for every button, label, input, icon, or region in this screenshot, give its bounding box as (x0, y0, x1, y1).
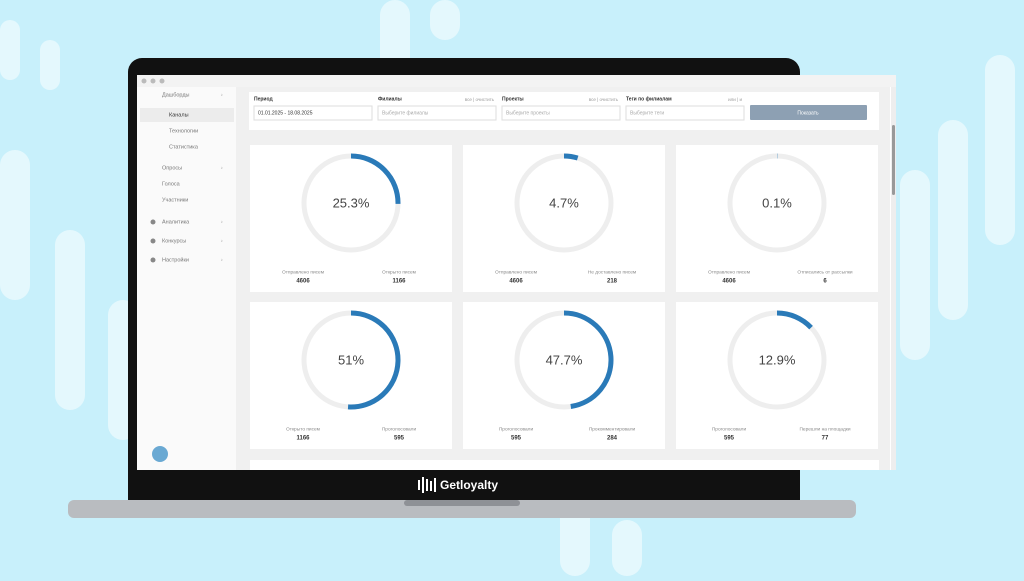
sidebar-item[interactable]: Голоса (162, 181, 181, 187)
filter-input-text: Выберите филиалы (382, 110, 429, 116)
sidebar-item[interactable]: Дашборды (162, 92, 190, 98)
stat-value: 595 (394, 436, 405, 442)
stat-value: 77 (822, 436, 829, 442)
stat-value: 595 (511, 436, 522, 442)
filter-label: Филиалы (378, 96, 402, 102)
gauge-value: 4.7% (549, 195, 579, 210)
stat-label: Открыто писем (382, 269, 416, 275)
stat-label: Проголосовали (712, 426, 747, 432)
window-bar (137, 75, 896, 87)
sidebar-icon (151, 258, 156, 263)
stat-value: 4606 (509, 279, 523, 285)
filter-label: Проекты (502, 96, 524, 102)
stat-value: 595 (724, 436, 735, 442)
filter-label: Период (254, 96, 273, 102)
stat-label: Открыто писем (286, 426, 320, 432)
scroll-thumb[interactable] (892, 125, 895, 195)
sidebar-item[interactable]: Настройки (162, 256, 189, 263)
stat-value: 1166 (392, 279, 406, 285)
gauge-value: 47.7% (546, 352, 583, 367)
sidebar-item[interactable]: Участники (162, 197, 188, 203)
sidebar-item[interactable]: Статистика (169, 144, 199, 150)
stat-label: Отправлено писем (708, 269, 750, 275)
filter-input-text: Выберите теги (630, 110, 664, 116)
help-button[interactable] (152, 446, 168, 462)
window-dots (142, 79, 165, 84)
filter-links[interactable]: все | очистить (465, 97, 495, 102)
stat-label: Отправлено писем (495, 269, 537, 275)
next-panel (250, 460, 879, 470)
sidebar-icon (151, 239, 156, 244)
filter-links[interactable]: или | и (728, 97, 742, 102)
gauge-value: 51% (338, 352, 364, 367)
card (250, 145, 452, 292)
filter-links[interactable]: все | очистить (589, 97, 619, 102)
sidebar-item[interactable]: Опросы (162, 165, 182, 171)
stat-label: Прокомментировали (589, 426, 636, 432)
sidebar-item[interactable]: Конкурсы (162, 238, 186, 244)
filter-input-text: 01.01.2025 - 18.08.2025 (258, 110, 313, 116)
sidebar-item[interactable]: Каналы (169, 112, 189, 118)
stat-label: Не доставлено писем (588, 269, 636, 275)
stat-label: Перешли на площадки (799, 426, 850, 432)
gauge-value: 25.3% (333, 195, 370, 210)
sidebar-item[interactable]: Технологии (169, 128, 198, 134)
stat-value: 1166 (296, 436, 310, 442)
sidebar-item[interactable]: Аналитика (162, 219, 190, 225)
stat-label: Проголосовали (499, 426, 534, 432)
show-button-label: Показать (797, 110, 819, 116)
stat-label: Отправлено писем (282, 269, 324, 275)
stat-value: 218 (607, 279, 618, 285)
gauge-value: 12.9% (759, 352, 796, 367)
gauge-arc (564, 156, 578, 158)
stat-label: Отписались от рассылки (797, 269, 853, 275)
stat-value: 4606 (296, 279, 310, 285)
gauge-value: 0.1% (762, 195, 792, 210)
sidebar-icon (151, 220, 156, 225)
stat-value: 284 (607, 436, 618, 442)
base-notch (404, 500, 520, 506)
filter-input-text: Выберите проекты (506, 110, 550, 116)
stat-value: 4606 (722, 279, 736, 285)
filter-label: Теги по филиалам (626, 95, 672, 102)
stat-label: Проголосовали (382, 426, 417, 432)
card (250, 302, 452, 449)
brand: Getloyalty (440, 478, 498, 492)
